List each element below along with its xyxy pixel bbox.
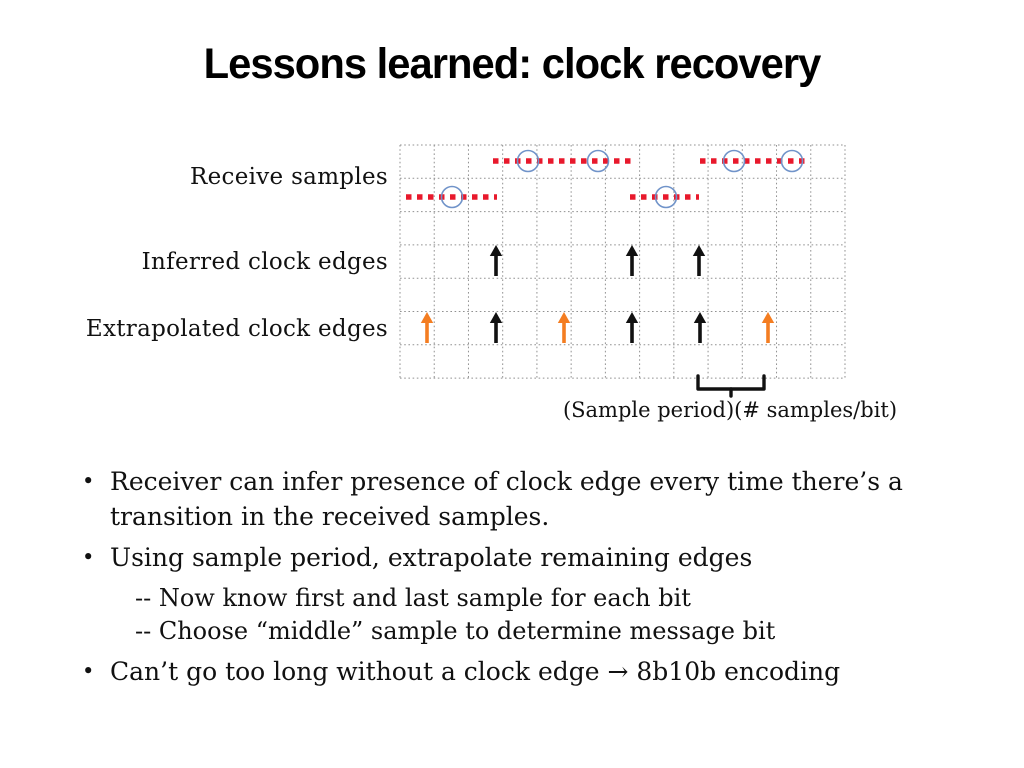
bullet-item: • Using sample period, extrapolate remain… xyxy=(82,540,962,575)
sample-circle xyxy=(722,149,746,173)
sample-circle xyxy=(780,149,804,173)
extrapolated-clock-edge-arrow-head xyxy=(693,312,707,323)
bullet-item: • Can’t go too long without a clock edge … xyxy=(82,654,962,689)
slide-title: Lessons learned: clock recovery xyxy=(203,40,822,88)
bullet-marker: • xyxy=(82,659,95,683)
sub-bullet-item: -- Choose “middle” sample to determine m… xyxy=(82,615,962,648)
sample-circle xyxy=(654,185,678,209)
bullet-marker: • xyxy=(82,545,95,569)
inferred-clock-edge-arrow-head xyxy=(692,245,706,256)
bullet-text: -- Now know first and last sample for ea… xyxy=(135,584,691,612)
sample-circle xyxy=(440,185,464,209)
extrapolated-clock-edge-arrow-head xyxy=(761,312,775,323)
sample-circle xyxy=(586,149,610,173)
inferred-clock-edge-arrow-head xyxy=(489,245,503,256)
extrapolated-clock-edge-arrow-head xyxy=(489,312,503,323)
sample-period-brace-label: (Sample period)(# samples/bit) xyxy=(562,398,898,422)
row-label-receive-samples: Receive samples xyxy=(189,164,388,190)
inferred-clock-edge-arrow-head xyxy=(625,245,639,256)
row-label-inferred-clock-edges: Inferred clock edges xyxy=(141,249,388,275)
bullet-text: Using sample period, extrapolate remaini… xyxy=(110,543,753,572)
row-label-extrapolated-clock-edges: Extrapolated clock edges xyxy=(85,316,388,342)
bullet-text: -- Choose “middle” sample to determine m… xyxy=(135,617,776,645)
clock-recovery-diagram xyxy=(399,144,846,398)
extrapolated-clock-edge-arrow-head xyxy=(557,312,571,323)
bullet-text: Can’t go too long without a clock edge →… xyxy=(110,657,841,686)
bullet-text: Receiver can infer presence of clock edg… xyxy=(110,467,903,531)
sample-circle xyxy=(516,149,540,173)
extrapolated-clock-edge-arrow-head xyxy=(420,312,434,323)
extrapolated-clock-edge-arrow-head xyxy=(625,312,639,323)
bullet-item: • Receiver can infer presence of clock ed… xyxy=(82,464,962,534)
bullet-list: • Receiver can infer presence of clock ed… xyxy=(82,464,962,689)
sub-bullet-item: -- Now know first and last sample for ea… xyxy=(82,582,962,615)
bullet-marker: • xyxy=(82,469,95,493)
